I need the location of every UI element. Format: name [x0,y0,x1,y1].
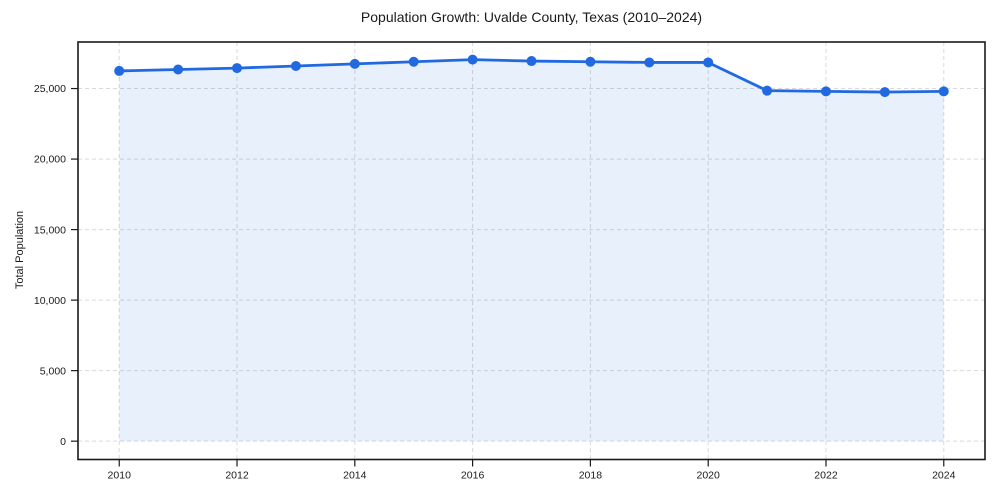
y-tick-label: 20,000 [34,154,66,166]
y-tick-label: 5,000 [40,365,66,377]
x-tick-label: 2014 [343,470,367,482]
data-point-2015 [408,56,419,67]
x-tick-label: 2020 [697,470,721,482]
data-point-2024 [938,86,949,97]
data-point-2012 [232,63,243,74]
y-tick-label: 15,000 [34,224,66,236]
data-point-2010 [114,65,125,76]
y-tick-label: 10,000 [34,295,66,307]
x-tick-label: 2016 [461,470,485,482]
data-point-2018 [585,56,596,67]
data-point-2016 [467,54,478,65]
chart-title: Population Growth: Uvalde County, Texas … [360,9,703,25]
data-point-2014 [349,58,360,69]
x-tick-label: 2010 [108,470,132,482]
plot-border [77,41,986,461]
data-point-2017 [526,56,537,67]
y-axis-label: Total Population [14,210,26,290]
data-point-2023 [879,87,890,98]
data-point-2021 [762,85,773,96]
y-tick-label: 25,000 [34,83,66,95]
x-tick-label: 2018 [579,470,603,482]
x-tick-label: 2024 [932,470,956,482]
x-tick-label: 2022 [814,470,838,482]
data-point-2013 [290,60,301,71]
x-tick-label: 2012 [225,470,249,482]
data-point-2019 [644,57,655,68]
data-point-2022 [820,86,831,97]
y-tick-label: 0 [60,436,66,448]
series-area [119,59,944,442]
data-point-2020 [703,57,714,68]
data-point-2011 [173,64,184,75]
